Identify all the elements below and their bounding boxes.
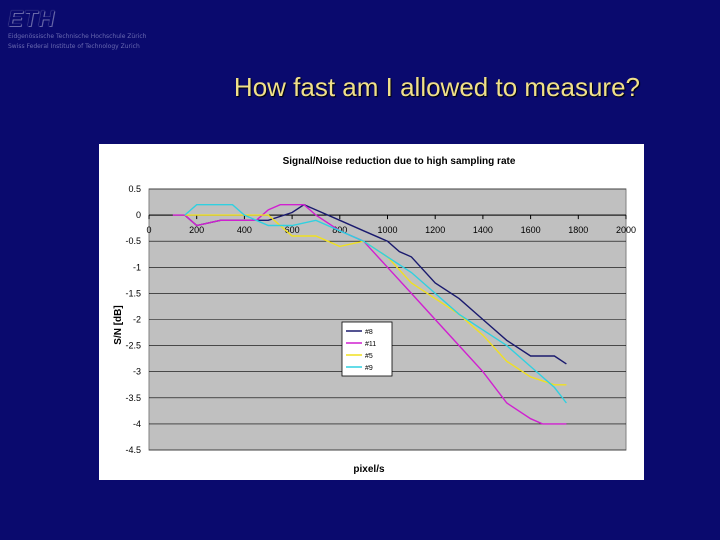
x-tick-label: 0 bbox=[146, 225, 151, 235]
legend-entry: #9 bbox=[365, 365, 373, 372]
y-tick-label: -0.5 bbox=[125, 236, 141, 246]
x-tick-label: 1800 bbox=[568, 225, 588, 235]
x-tick-label: 600 bbox=[285, 225, 300, 235]
x-axis-label: pixel/s bbox=[353, 464, 385, 475]
x-tick-label: 200 bbox=[189, 225, 204, 235]
y-tick-label: -3.5 bbox=[125, 393, 141, 403]
y-tick-label: -2 bbox=[133, 315, 141, 325]
institute-line-1: Eidgenössische Technische Hochschule Zür… bbox=[8, 33, 147, 40]
y-tick-label: 0 bbox=[136, 210, 141, 220]
institute-line-2: Swiss Federal Institute of Technology Zu… bbox=[8, 43, 140, 50]
y-tick-label: -4 bbox=[133, 419, 141, 429]
y-axis-label: S/N [dB] bbox=[113, 305, 124, 344]
legend-entry: #8 bbox=[365, 329, 373, 336]
x-tick-label: 1400 bbox=[473, 225, 493, 235]
plot-area: 0.5 0 -0.5 -1 -1.5 -2 -2.5 -3 -3.5 -4 -4.5 0 200 400 6… bbox=[125, 184, 636, 455]
legend-entry: #11 bbox=[365, 341, 376, 348]
series-line bbox=[184, 203, 567, 365]
y-tick-label: 0.5 bbox=[128, 184, 141, 194]
y-tick-label: -4.5 bbox=[125, 445, 141, 455]
y-tick-label: -2.5 bbox=[125, 341, 141, 351]
y-tick-label: -1 bbox=[133, 262, 141, 272]
x-tick-label: 1000 bbox=[377, 225, 397, 235]
x-tick-label: 1200 bbox=[425, 225, 445, 235]
legend-entry: #5 bbox=[365, 353, 373, 360]
x-tick-label: 1600 bbox=[521, 225, 541, 235]
y-tick-label: -1.5 bbox=[125, 288, 141, 298]
series-line bbox=[184, 204, 567, 404]
chart-container: Signal/Noise reduction due to high sampl… bbox=[99, 144, 644, 480]
eth-logo: ETH bbox=[8, 6, 55, 31]
x-tick-label: 400 bbox=[237, 225, 252, 235]
y-tick-label: -3 bbox=[133, 367, 141, 377]
x-tick-label: 2000 bbox=[616, 225, 636, 235]
chart-svg: Signal/Noise reduction due to high sampl… bbox=[113, 156, 636, 475]
slide-title: How fast am I allowed to measure? bbox=[233, 72, 640, 102]
chart-title: Signal/Noise reduction due to high sampl… bbox=[283, 156, 516, 167]
